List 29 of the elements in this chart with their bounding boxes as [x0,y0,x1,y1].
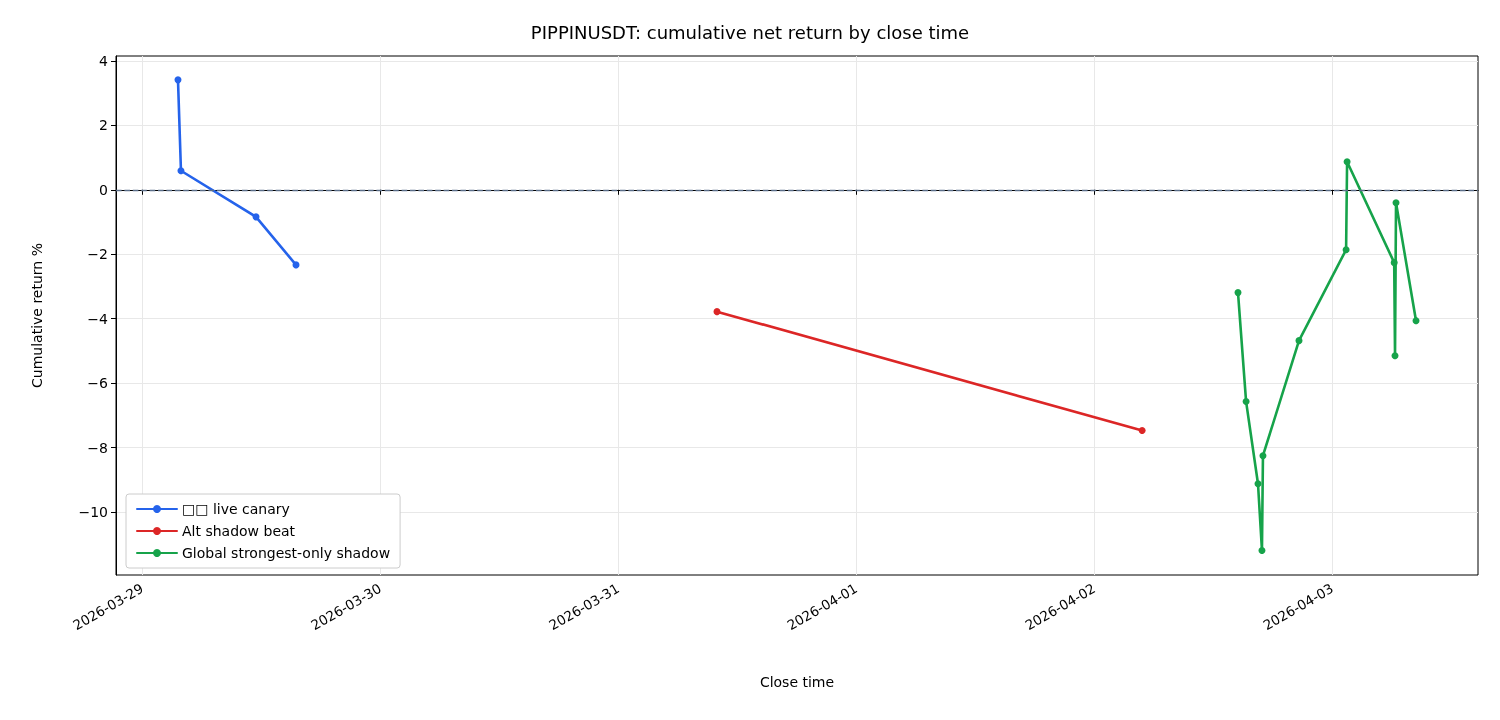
chart-title: PIPPINUSDT: cumulative net return by close time [530,21,970,43]
point [1234,289,1242,297]
point [1343,158,1351,166]
point [1391,352,1399,360]
legend-label: Global strongest-only shadow [182,545,391,561]
point [1392,199,1400,207]
point [1138,427,1146,435]
point [1342,246,1350,254]
y-tick-label: −10 [78,504,108,521]
point [713,308,721,316]
point [1259,452,1267,460]
y-tick-label: −2 [87,246,108,263]
y-tick-label: 0 [99,181,108,198]
point [1412,317,1420,325]
y-tick-label: −4 [87,310,109,327]
y-tick-label: −8 [87,439,108,456]
legend-label: □□ live canary [182,501,290,517]
legend-label: Alt shadow beat [182,523,296,539]
x-axis-title: Close time [759,674,835,690]
point [1390,259,1398,267]
point [1242,398,1250,406]
point [1254,480,1262,488]
point [1295,337,1303,345]
y-tick-label: 4 [99,52,109,69]
point [1258,547,1266,554]
y-tick-label: 2 [99,117,108,134]
y-axis-title: Cumulative return % [29,243,45,388]
point [177,167,185,175]
y-tick-label: −6 [87,375,109,392]
